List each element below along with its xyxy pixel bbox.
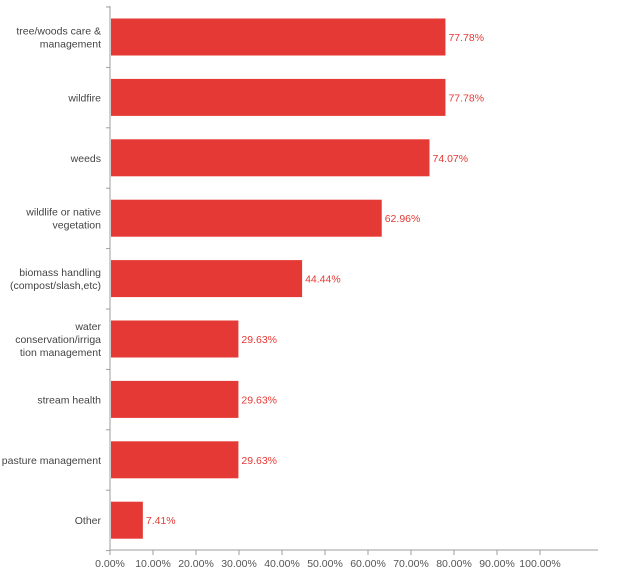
x-tick-label: 80.00% bbox=[436, 558, 472, 570]
category-label-line: tion management bbox=[20, 347, 101, 359]
bar bbox=[111, 501, 143, 539]
category-label: wildlife or native vegetation bbox=[25, 207, 101, 232]
bar-value-label: 29.63% bbox=[241, 455, 277, 467]
bar bbox=[111, 18, 446, 56]
category-label: Other bbox=[75, 515, 102, 527]
x-tick-label: 30.00% bbox=[221, 558, 257, 570]
category-label-line: weeds bbox=[70, 153, 101, 165]
x-tick-label: 100.00% bbox=[519, 558, 560, 570]
bar bbox=[111, 380, 239, 418]
category-label-line: pasture management bbox=[2, 455, 101, 467]
category-label-line: vegetation bbox=[53, 220, 102, 232]
x-tick-label: 70.00% bbox=[393, 558, 429, 570]
bar bbox=[111, 139, 430, 177]
bar-value-label: 77.78% bbox=[448, 92, 484, 104]
x-tick-label: 50.00% bbox=[307, 558, 343, 570]
category-label: weeds bbox=[70, 153, 101, 165]
x-tick-label: 10.00% bbox=[135, 558, 171, 570]
category-label: water conservation/irriga tion management bbox=[15, 321, 101, 359]
x-tick-label: 0.00% bbox=[95, 558, 125, 570]
bar bbox=[111, 320, 239, 358]
category-label: tree/woods care & management bbox=[16, 26, 101, 51]
bar-value-label: 29.63% bbox=[241, 334, 277, 346]
category-label-line: Other bbox=[75, 515, 102, 527]
bar-value-label: 44.44% bbox=[305, 274, 341, 286]
category-label-line: conservation/irriga bbox=[15, 334, 101, 346]
bar-value-label: 62.96% bbox=[385, 213, 421, 225]
bar bbox=[111, 199, 382, 237]
category-label: biomass handling (compost/slash,etc) bbox=[10, 267, 101, 292]
bar-value-label: 29.63% bbox=[241, 394, 277, 406]
category-label-line: tree/woods care & bbox=[16, 26, 101, 38]
bar-value-label: 77.78% bbox=[448, 32, 484, 44]
x-tick-label: 20.00% bbox=[178, 558, 214, 570]
x-tick-label: 90.00% bbox=[479, 558, 515, 570]
bar bbox=[111, 441, 239, 479]
category-label-line: stream health bbox=[37, 394, 101, 406]
bar-value-label: 74.07% bbox=[433, 153, 469, 165]
x-tick-label: 40.00% bbox=[264, 558, 300, 570]
category-label: stream health bbox=[37, 394, 101, 406]
bar bbox=[111, 260, 303, 298]
x-tick-label: 60.00% bbox=[350, 558, 386, 570]
category-label-line: wildlife or native bbox=[25, 207, 101, 219]
category-label-line: wildfire bbox=[67, 92, 101, 104]
bar-value-label: 7.41% bbox=[146, 515, 176, 527]
bar bbox=[111, 78, 446, 116]
category-label: pasture management bbox=[2, 455, 101, 467]
category-label-line: management bbox=[40, 39, 101, 51]
category-label-line: water bbox=[74, 321, 101, 333]
category-label: wildfire bbox=[67, 92, 101, 104]
category-label-line: biomass handling bbox=[19, 267, 101, 279]
category-label-line: (compost/slash,etc) bbox=[10, 280, 101, 292]
